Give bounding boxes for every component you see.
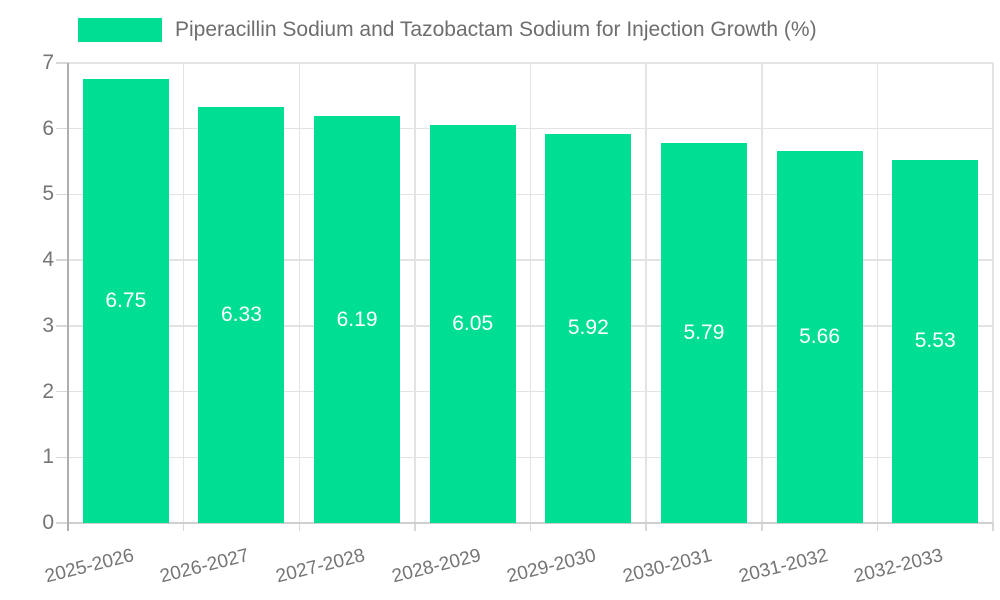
- y-axis-tick: [56, 259, 68, 261]
- x-axis-tick: [761, 523, 763, 531]
- x-axis-tick: [876, 523, 879, 531]
- bar-value-label: 5.53: [914, 329, 956, 353]
- y-axis-tick: [56, 62, 68, 64]
- gridline-vertical: [876, 63, 879, 523]
- bar[interactable]: [545, 133, 632, 523]
- y-axis-label: 3: [42, 313, 54, 337]
- bar-value-label: 5.92: [567, 316, 609, 340]
- x-axis-label: 2032-2033: [852, 545, 946, 588]
- x-axis-tick: [992, 523, 994, 531]
- bar[interactable]: [198, 107, 285, 523]
- gridline-vertical: [298, 63, 300, 523]
- gridline-vertical: [414, 63, 416, 523]
- y-axis-tick: [56, 390, 68, 393]
- x-axis-tick: [529, 523, 532, 531]
- bar[interactable]: [429, 125, 516, 523]
- x-axis-label: 2025-2026: [42, 545, 136, 588]
- x-axis-label: 2031-2032: [736, 545, 830, 588]
- bar-value-label: 6.05: [452, 312, 494, 336]
- x-axis-tick: [298, 523, 300, 531]
- x-axis-tick: [414, 523, 416, 531]
- y-axis-line: [67, 63, 69, 531]
- y-axis-label: 5: [42, 182, 54, 206]
- bar-value-label: 5.79: [683, 320, 725, 344]
- gridline-vertical: [645, 63, 647, 523]
- legend[interactable]: Piperacillin Sodium and Tazobactam Sodiu…: [78, 18, 817, 42]
- x-axis-line: [68, 522, 993, 524]
- bar[interactable]: [82, 79, 169, 523]
- y-axis-tick: [56, 127, 68, 130]
- y-axis-tick: [56, 325, 68, 327]
- y-axis-label: 2: [42, 379, 54, 403]
- legend-swatch: [78, 18, 162, 42]
- gridline-vertical: [182, 63, 185, 523]
- y-axis-tick: [56, 193, 68, 196]
- bar[interactable]: [314, 116, 401, 523]
- x-axis-label: 2029-2030: [505, 545, 599, 588]
- x-axis-label: 2030-2031: [620, 545, 715, 588]
- bar[interactable]: [776, 151, 863, 523]
- gridline-vertical: [992, 63, 994, 523]
- bar[interactable]: [892, 159, 979, 523]
- legend-label: Piperacillin Sodium and Tazobactam Sodiu…: [175, 18, 817, 41]
- y-axis-tick: [56, 522, 68, 524]
- y-axis-label: 7: [42, 51, 54, 74]
- bar-value-label: 6.33: [221, 303, 262, 326]
- x-axis-tick: [645, 523, 647, 531]
- x-axis-tick: [182, 523, 185, 531]
- bar-value-label: 5.66: [799, 325, 840, 349]
- gridline-vertical: [761, 63, 763, 523]
- y-axis-label: 6: [42, 116, 54, 140]
- bar-value-label: 6.19: [336, 307, 378, 331]
- x-axis-label: 2026-2027: [158, 545, 252, 588]
- x-axis-label: 2028-2029: [389, 545, 483, 588]
- y-axis-label: 4: [42, 248, 54, 272]
- y-axis-label: 1: [42, 445, 54, 469]
- bar[interactable]: [660, 142, 747, 523]
- y-axis-label: 0: [42, 511, 54, 534]
- bar-value-label: 6.75: [105, 289, 147, 313]
- y-axis-tick: [56, 456, 68, 459]
- gridline-vertical: [529, 63, 532, 523]
- x-axis-label: 2027-2028: [273, 545, 368, 588]
